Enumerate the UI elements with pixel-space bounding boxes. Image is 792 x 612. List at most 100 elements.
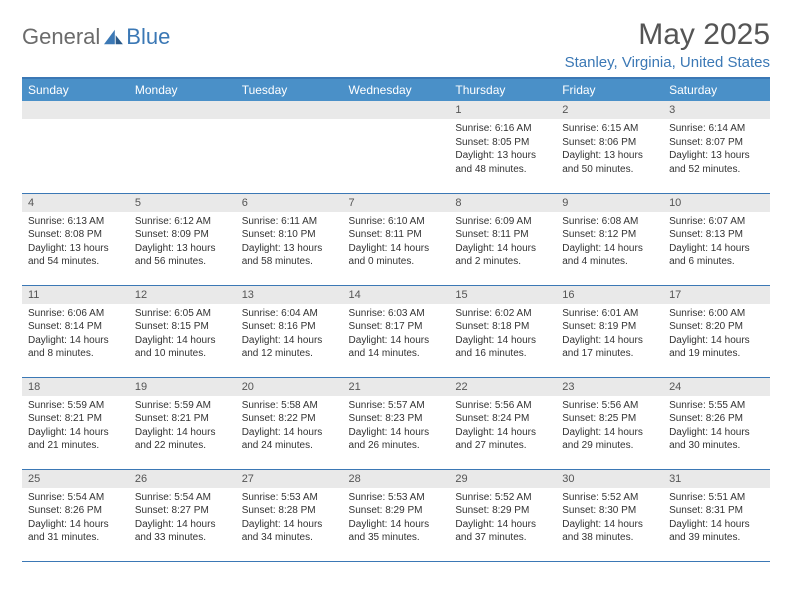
calendar-cell: 11Sunrise: 6:06 AMSunset: 8:14 PMDayligh… [22,285,129,377]
day-number: 12 [129,286,236,304]
day-detail: Sunrise: 5:59 AMSunset: 8:21 PMDaylight:… [129,396,236,457]
day-detail: Sunrise: 6:07 AMSunset: 8:13 PMDaylight:… [663,212,770,273]
day-detail: Sunrise: 5:58 AMSunset: 8:22 PMDaylight:… [236,396,343,457]
weekday-header: Saturday [663,78,770,101]
day-detail: Sunrise: 5:56 AMSunset: 8:24 PMDaylight:… [449,396,556,457]
calendar-week-row: 25Sunrise: 5:54 AMSunset: 8:26 PMDayligh… [22,469,770,561]
calendar-week-row: 1Sunrise: 6:16 AMSunset: 8:05 PMDaylight… [22,101,770,193]
calendar-cell: 31Sunrise: 5:51 AMSunset: 8:31 PMDayligh… [663,469,770,561]
day-number: 29 [449,470,556,488]
day-number: 22 [449,378,556,396]
calendar-week-row: 18Sunrise: 5:59 AMSunset: 8:21 PMDayligh… [22,377,770,469]
day-detail: Sunrise: 6:13 AMSunset: 8:08 PMDaylight:… [22,212,129,273]
day-detail: Sunrise: 6:14 AMSunset: 8:07 PMDaylight:… [663,119,770,180]
weekday-header: Tuesday [236,78,343,101]
calendar-cell: 2Sunrise: 6:15 AMSunset: 8:06 PMDaylight… [556,101,663,193]
calendar-cell [343,101,450,193]
day-detail: Sunrise: 6:06 AMSunset: 8:14 PMDaylight:… [22,304,129,365]
calendar-cell [236,101,343,193]
calendar-cell: 22Sunrise: 5:56 AMSunset: 8:24 PMDayligh… [449,377,556,469]
calendar-cell [129,101,236,193]
brand-text-1: General [22,24,100,50]
calendar-cell: 21Sunrise: 5:57 AMSunset: 8:23 PMDayligh… [343,377,450,469]
day-detail: Sunrise: 5:54 AMSunset: 8:26 PMDaylight:… [22,488,129,549]
calendar-cell: 17Sunrise: 6:00 AMSunset: 8:20 PMDayligh… [663,285,770,377]
day-detail: Sunrise: 6:08 AMSunset: 8:12 PMDaylight:… [556,212,663,273]
calendar-cell: 27Sunrise: 5:53 AMSunset: 8:28 PMDayligh… [236,469,343,561]
day-detail: Sunrise: 5:59 AMSunset: 8:21 PMDaylight:… [22,396,129,457]
weekday-header: Thursday [449,78,556,101]
calendar-cell: 1Sunrise: 6:16 AMSunset: 8:05 PMDaylight… [449,101,556,193]
calendar-cell: 28Sunrise: 5:53 AMSunset: 8:29 PMDayligh… [343,469,450,561]
day-detail: Sunrise: 6:11 AMSunset: 8:10 PMDaylight:… [236,212,343,273]
day-number: 11 [22,286,129,304]
day-number: 8 [449,194,556,212]
day-number: 13 [236,286,343,304]
calendar-cell: 6Sunrise: 6:11 AMSunset: 8:10 PMDaylight… [236,193,343,285]
weekday-header: Monday [129,78,236,101]
day-number: 15 [449,286,556,304]
day-number [129,101,236,119]
day-number: 16 [556,286,663,304]
day-number [343,101,450,119]
day-detail: Sunrise: 5:55 AMSunset: 8:26 PMDaylight:… [663,396,770,457]
day-detail: Sunrise: 5:53 AMSunset: 8:29 PMDaylight:… [343,488,450,549]
day-number: 5 [129,194,236,212]
day-detail: Sunrise: 5:56 AMSunset: 8:25 PMDaylight:… [556,396,663,457]
calendar-cell: 3Sunrise: 6:14 AMSunset: 8:07 PMDaylight… [663,101,770,193]
calendar-week-row: 4Sunrise: 6:13 AMSunset: 8:08 PMDaylight… [22,193,770,285]
day-number: 18 [22,378,129,396]
day-detail: Sunrise: 6:01 AMSunset: 8:19 PMDaylight:… [556,304,663,365]
day-number: 9 [556,194,663,212]
calendar-week-row: 11Sunrise: 6:06 AMSunset: 8:14 PMDayligh… [22,285,770,377]
day-number: 27 [236,470,343,488]
calendar-cell: 15Sunrise: 6:02 AMSunset: 8:18 PMDayligh… [449,285,556,377]
day-number: 19 [129,378,236,396]
calendar-cell: 8Sunrise: 6:09 AMSunset: 8:11 PMDaylight… [449,193,556,285]
calendar-cell: 19Sunrise: 5:59 AMSunset: 8:21 PMDayligh… [129,377,236,469]
calendar-cell: 13Sunrise: 6:04 AMSunset: 8:16 PMDayligh… [236,285,343,377]
calendar-cell: 24Sunrise: 5:55 AMSunset: 8:26 PMDayligh… [663,377,770,469]
calendar-cell: 25Sunrise: 5:54 AMSunset: 8:26 PMDayligh… [22,469,129,561]
weekday-header: Friday [556,78,663,101]
weekday-header: Sunday [22,78,129,101]
day-detail: Sunrise: 6:04 AMSunset: 8:16 PMDaylight:… [236,304,343,365]
day-number [236,101,343,119]
day-number: 17 [663,286,770,304]
calendar-body: 1Sunrise: 6:16 AMSunset: 8:05 PMDaylight… [22,101,770,561]
day-number: 28 [343,470,450,488]
calendar-cell: 23Sunrise: 5:56 AMSunset: 8:25 PMDayligh… [556,377,663,469]
calendar-cell: 14Sunrise: 6:03 AMSunset: 8:17 PMDayligh… [343,285,450,377]
day-number [22,101,129,119]
calendar-cell: 12Sunrise: 6:05 AMSunset: 8:15 PMDayligh… [129,285,236,377]
day-detail: Sunrise: 6:03 AMSunset: 8:17 PMDaylight:… [343,304,450,365]
calendar-cell: 10Sunrise: 6:07 AMSunset: 8:13 PMDayligh… [663,193,770,285]
calendar-page: General Blue May 2025 Stanley, Virginia,… [0,0,792,612]
day-number: 24 [663,378,770,396]
day-number: 26 [129,470,236,488]
day-detail: Sunrise: 6:09 AMSunset: 8:11 PMDaylight:… [449,212,556,273]
day-number: 14 [343,286,450,304]
calendar-head: SundayMondayTuesdayWednesdayThursdayFrid… [22,78,770,101]
calendar-cell: 5Sunrise: 6:12 AMSunset: 8:09 PMDaylight… [129,193,236,285]
month-title: May 2025 [565,18,770,52]
title-block: May 2025 Stanley, Virginia, United State… [565,18,770,71]
day-number: 1 [449,101,556,119]
day-detail: Sunrise: 6:15 AMSunset: 8:06 PMDaylight:… [556,119,663,180]
day-detail: Sunrise: 6:05 AMSunset: 8:15 PMDaylight:… [129,304,236,365]
day-detail: Sunrise: 5:57 AMSunset: 8:23 PMDaylight:… [343,396,450,457]
day-number: 23 [556,378,663,396]
day-detail: Sunrise: 5:51 AMSunset: 8:31 PMDaylight:… [663,488,770,549]
day-number: 3 [663,101,770,119]
brand-logo: General Blue [22,18,170,50]
day-number: 2 [556,101,663,119]
day-detail: Sunrise: 5:54 AMSunset: 8:27 PMDaylight:… [129,488,236,549]
day-detail: Sunrise: 6:16 AMSunset: 8:05 PMDaylight:… [449,119,556,180]
day-number: 31 [663,470,770,488]
brand-text-2: Blue [126,24,170,50]
calendar-cell: 4Sunrise: 6:13 AMSunset: 8:08 PMDaylight… [22,193,129,285]
day-number: 20 [236,378,343,396]
weekday-row: SundayMondayTuesdayWednesdayThursdayFrid… [22,78,770,101]
calendar-cell: 16Sunrise: 6:01 AMSunset: 8:19 PMDayligh… [556,285,663,377]
page-header: General Blue May 2025 Stanley, Virginia,… [22,18,770,71]
